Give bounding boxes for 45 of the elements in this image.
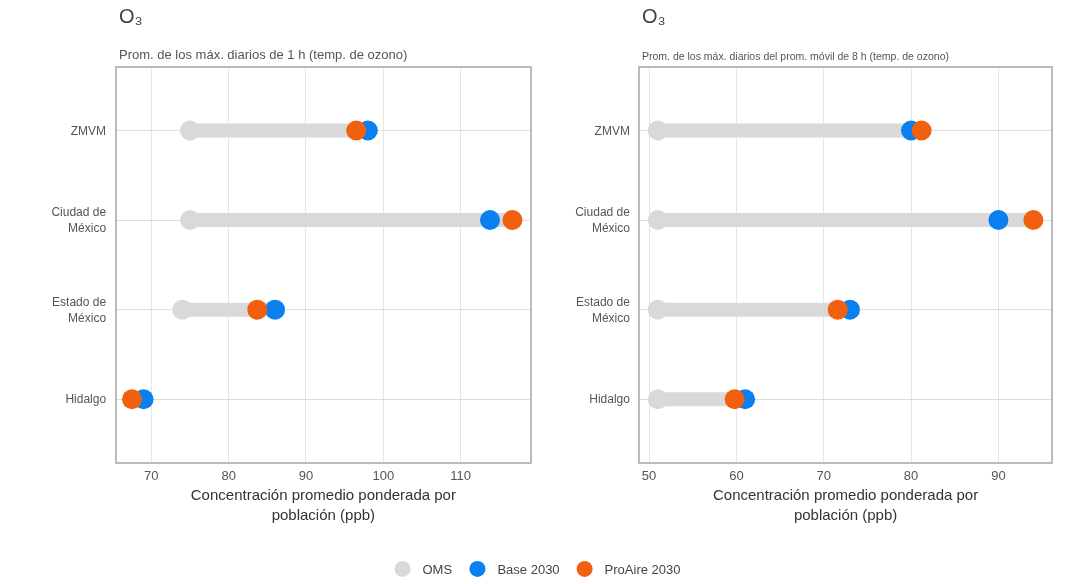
chart-subtitle: Prom. de los máx. diarios del prom. móvil de 8 h (temp. de ozono) [642, 50, 949, 62]
y-tick-label: Hidalgo [65, 392, 107, 407]
y-tick-label: ZMVM [594, 123, 630, 138]
x-tick-label: 50 [641, 467, 657, 483]
chart-title: O₃ [119, 5, 143, 27]
point [724, 389, 745, 410]
point [502, 210, 523, 231]
x-tick-label: 80 [903, 467, 919, 483]
chart-title: O₃ [642, 5, 666, 27]
y-tick-label: ZMVM [70, 123, 107, 138]
x-tick-label: 60 [729, 467, 744, 483]
x-tick-label: 90 [991, 467, 1006, 483]
point [827, 299, 848, 320]
point [179, 210, 200, 231]
point [172, 299, 193, 320]
x-tick-label: 70 [144, 467, 159, 483]
legend-label: ProAire 2030 [604, 562, 681, 578]
point [988, 210, 1009, 231]
legend-label: OMS [422, 562, 453, 578]
point [647, 389, 668, 410]
point [647, 120, 668, 141]
x-tick-label: 100 [372, 467, 395, 483]
x-tick-label: 80 [221, 467, 236, 483]
x-axis-title: Concentración promedio ponderada por población (ppb) [712, 486, 979, 523]
x-tick-label: 110 [450, 467, 471, 483]
point [647, 299, 668, 320]
point [911, 120, 932, 141]
x-tick-label: 70 [816, 467, 831, 483]
x-tick-label: 90 [298, 467, 314, 483]
y-tick-label: Ciudad de México [575, 205, 631, 236]
legend-label: Base 2030 [497, 562, 560, 578]
y-tick-label: Estado de México [575, 295, 631, 325]
x-axis-title: Concentración promedio ponderada por población (ppb) [190, 486, 456, 523]
point [265, 299, 286, 320]
point [1023, 210, 1044, 231]
y-tick-label: Estado de México [52, 295, 107, 325]
point [247, 299, 268, 320]
chart-subtitle: Prom. de los máx. diarios de 1 h (temp. de ozono) [119, 47, 408, 62]
point [480, 210, 501, 231]
point [122, 389, 142, 410]
y-tick-label: Hidalgo [589, 392, 631, 407]
y-tick-label: Ciudad de México [51, 205, 107, 236]
point [647, 210, 668, 231]
point [179, 120, 200, 141]
point [346, 120, 367, 141]
